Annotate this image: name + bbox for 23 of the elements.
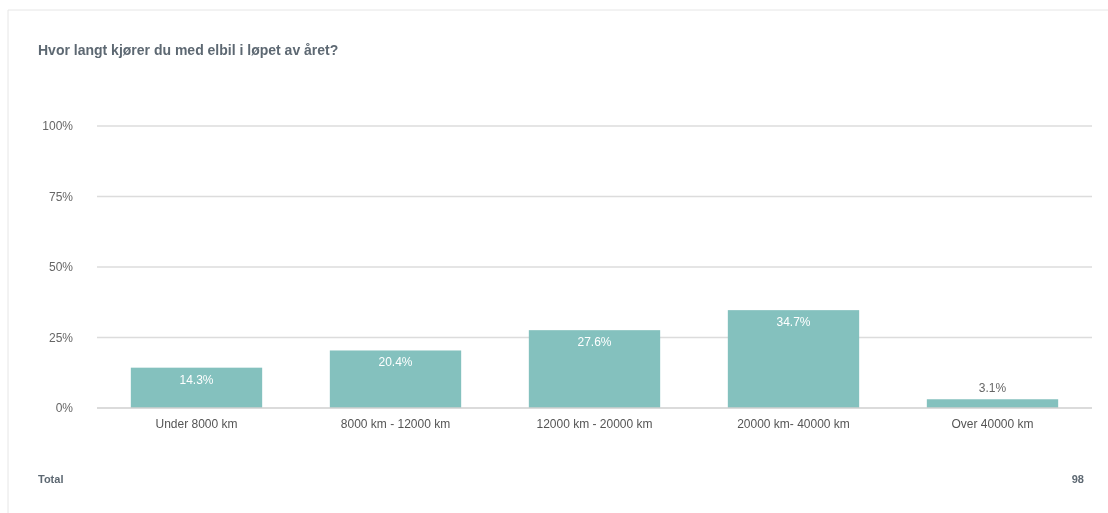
x-tick-label: Under 8000 km — [155, 417, 238, 431]
x-tick-label: 12000 km - 20000 km — [536, 417, 653, 431]
bar — [528, 330, 661, 408]
bar — [329, 350, 462, 408]
y-tick-label: 50% — [48, 260, 74, 274]
data-label: 3.1% — [978, 381, 1007, 396]
y-tick-label: 25% — [48, 330, 74, 345]
text: 98 — [1071, 473, 1084, 485]
y-tick-label: 0% — [55, 401, 74, 415]
bar — [926, 399, 1059, 408]
data-label: 27.6% — [577, 335, 612, 350]
data-label: 20.4% — [378, 355, 413, 370]
x-tick-label: 8000 km - 12000 km — [340, 417, 451, 431]
bar — [130, 367, 263, 408]
x-tick-label: Over 40000 km — [951, 417, 1034, 431]
chart-title: Hvor langt kjører du med elbil i løpet av året? — [38, 42, 339, 58]
y-tick-label: 75% — [48, 189, 74, 204]
bar — [727, 310, 860, 408]
x-tick-label: 20000 km- 40000 km — [737, 417, 850, 431]
y-tick-label: 100% — [42, 119, 74, 133]
text: Total — [38, 473, 64, 485]
data-label: 14.3% — [179, 372, 214, 387]
data-label: 34.7% — [776, 315, 811, 330]
